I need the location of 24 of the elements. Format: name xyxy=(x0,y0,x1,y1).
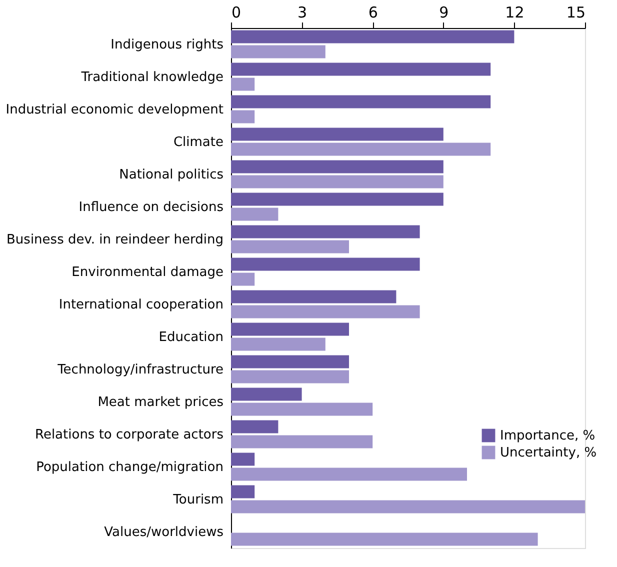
y-tick-label: Indigenous rights xyxy=(110,37,224,52)
y-tick-label: Tourism xyxy=(172,492,224,508)
legend-label: Importance, % xyxy=(500,428,596,444)
x-tick-label: 9 xyxy=(439,4,449,22)
y-tick-label: Business dev. in reindeer herding xyxy=(6,232,224,248)
x-tick-label: 6 xyxy=(368,4,378,22)
y-tick-label: International cooperation xyxy=(58,297,224,312)
y-tick-label: Industrial economic development xyxy=(6,102,224,118)
y-tick-label: Influence on decisions xyxy=(78,200,224,215)
x-tick-label: 3 xyxy=(298,4,308,22)
y-tick-label: Population change/migration xyxy=(36,460,224,475)
y-tick-label: National politics xyxy=(119,167,224,182)
y-tick-label: Climate xyxy=(173,134,224,150)
y-tick-label: Relations to corporate actors xyxy=(35,427,224,442)
y-tick-label: Values/worldviews xyxy=(104,524,224,540)
y-tick-label: Technology/infrastructure xyxy=(56,362,224,378)
y-tick-label: Education xyxy=(158,330,224,345)
y-tick-label: Meat market prices xyxy=(98,394,224,410)
x-tick-label: 12 xyxy=(505,4,524,22)
y-tick-label: Environmental damage xyxy=(72,264,224,280)
y-tick-label: Traditional knowledge xyxy=(80,70,224,85)
legend-label: Uncertainty, % xyxy=(500,446,597,460)
x-tick-label: 15 xyxy=(566,4,586,22)
x-tick-label: 0 xyxy=(232,4,242,22)
